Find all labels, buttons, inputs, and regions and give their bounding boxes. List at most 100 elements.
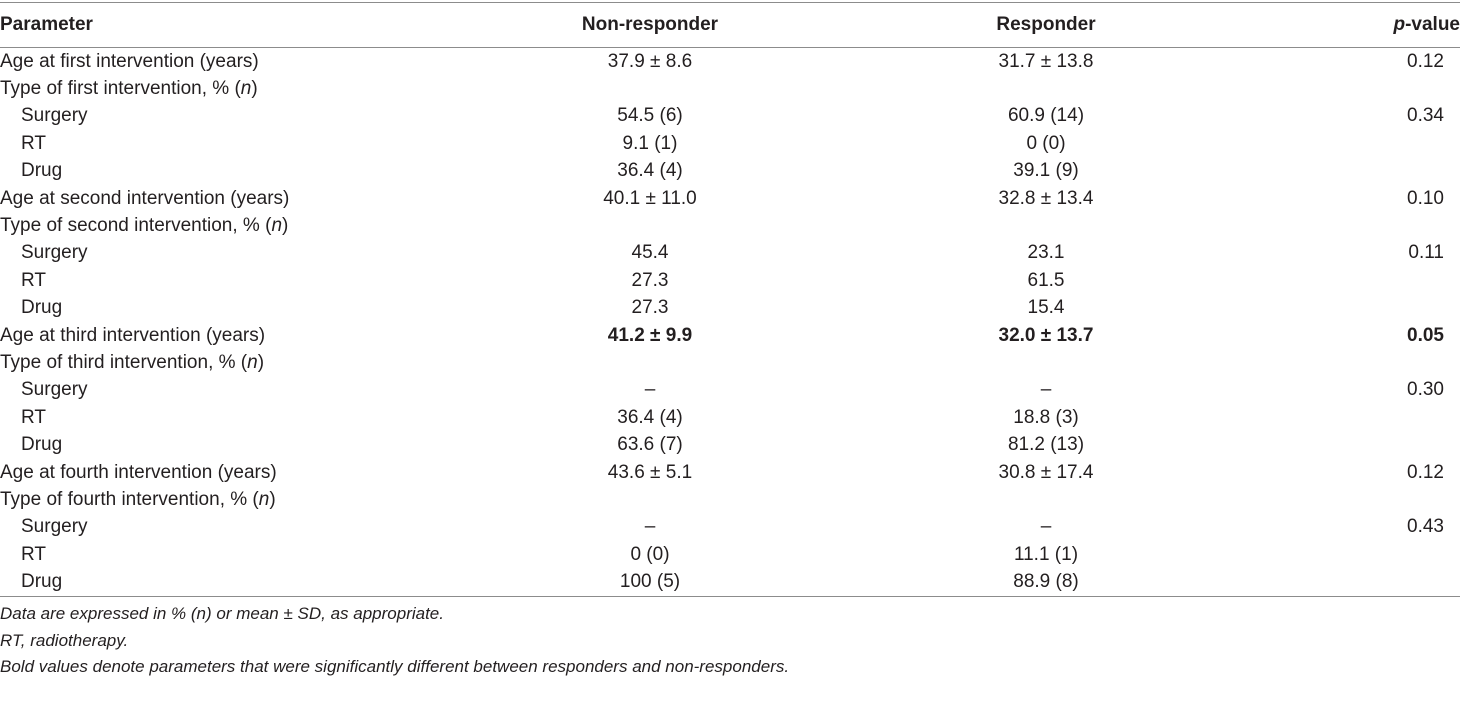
row-label: Drug	[21, 160, 63, 182]
row-parameter: Type of third intervention, % (n)	[0, 352, 440, 374]
row-non-responder: 43.6 ± 5.1	[607, 461, 693, 483]
table-row: Age at second intervention (years) 40.1 ±…	[0, 185, 1460, 212]
row-label: RT	[21, 269, 46, 291]
table-body: Age at first intervention (years) 37.9 ± …	[0, 48, 1460, 596]
table-row: Surgery – – 0.43	[0, 514, 1460, 541]
row-responder: 23.1	[1027, 242, 1065, 264]
row-p-value: 0.34	[1407, 105, 1444, 127]
row-responder: 39.1 (9)	[1013, 160, 1079, 182]
row-responder: 81.2 (13)	[1007, 434, 1085, 456]
row-label: Type of second intervention, % (	[0, 215, 272, 237]
header-parameter: Parameter	[0, 14, 93, 35]
table-row: Surgery – – 0.30	[0, 377, 1460, 404]
row-non-responder: 100 (5)	[619, 571, 681, 593]
table-row: Drug 63.6 (7) 81.2 (13)	[0, 431, 1460, 458]
table-row: Surgery 45.4 23.1 0.11	[0, 240, 1460, 267]
row-responder: 61.5	[1027, 269, 1065, 291]
row-label-n: n	[247, 351, 258, 373]
row-label-n: n	[240, 78, 252, 100]
row-non-responder: 36.4 (4)	[617, 406, 683, 428]
row-non-responder: 41.2 ± 9.9	[607, 324, 693, 346]
row-responder: 31.7 ± 13.8	[998, 50, 1094, 72]
row-responder: 88.9 (8)	[1013, 571, 1079, 593]
row-label: Surgery	[21, 516, 88, 538]
row-parameter: Surgery	[0, 242, 440, 264]
row-parameter: Age at first intervention (years)	[0, 51, 440, 73]
row-non-responder: 0 (0)	[630, 543, 670, 565]
table-row: Age at first intervention (years) 37.9 ± …	[0, 48, 1460, 75]
footnote: Bold values denote parameters that were …	[0, 657, 790, 677]
table-row: Drug 36.4 (4) 39.1 (9)	[0, 158, 1460, 185]
row-label: Surgery	[21, 379, 88, 401]
row-label-n: n	[258, 488, 270, 510]
row-label-close: )	[282, 215, 289, 237]
row-responder: 32.8 ± 13.4	[998, 187, 1094, 209]
row-label-close: )	[251, 78, 258, 100]
row-label: Type of third intervention, % (	[0, 351, 248, 373]
row-responder: 11.1 (1)	[1013, 543, 1079, 565]
table-row: Type of second intervention, % (n)	[0, 212, 1460, 239]
row-responder: 15.4	[1027, 297, 1065, 319]
row-non-responder: 37.9 ± 8.6	[607, 50, 693, 72]
table-row: Type of first intervention, % (n)	[0, 75, 1460, 102]
row-label: Type of first intervention, % (	[0, 78, 241, 100]
data-table: Parameter Non-responder Responder p-valu…	[0, 2, 1460, 681]
row-label: Drug	[21, 571, 63, 593]
row-parameter: Drug	[0, 297, 440, 319]
row-responder: 60.9 (14)	[1007, 105, 1085, 127]
row-label: Age at third intervention (years)	[0, 324, 266, 346]
row-parameter: Drug	[0, 160, 440, 182]
row-p-value: 0.11	[1408, 242, 1444, 264]
row-parameter: Type of second intervention, % (n)	[0, 215, 440, 237]
row-parameter: Age at fourth intervention (years)	[0, 462, 440, 484]
row-label: Type of fourth intervention, % (	[0, 488, 259, 510]
table-row: Type of fourth intervention, % (n)	[0, 486, 1460, 513]
row-parameter: Surgery	[0, 105, 440, 127]
row-label: Age at second intervention (years)	[0, 187, 290, 209]
row-label: RT	[21, 543, 46, 565]
header-p-rest: -value	[1405, 14, 1460, 35]
row-label: Drug	[21, 297, 63, 319]
top-rule	[0, 2, 1460, 3]
row-non-responder: 63.6 (7)	[617, 434, 683, 456]
row-responder: 18.8 (3)	[1013, 406, 1079, 428]
row-responder: 32.0 ± 13.7	[998, 324, 1094, 346]
header-rule	[0, 47, 1460, 48]
row-p-value: 0.05	[1407, 324, 1444, 346]
row-parameter: RT	[0, 407, 440, 429]
row-label: Age at first intervention (years)	[0, 50, 259, 72]
header-p-italic: p	[1393, 14, 1406, 35]
table-row: RT 9.1 (1) 0 (0)	[0, 130, 1460, 157]
row-responder: –	[1040, 379, 1052, 401]
footnote: Data are expressed in % (n) or mean ± SD…	[0, 603, 444, 623]
table-footnotes: Data are expressed in % (n) or mean ± SD…	[0, 597, 1460, 681]
table-row: Age at third intervention (years) 41.2 ± …	[0, 322, 1460, 349]
row-label: Surgery	[21, 105, 88, 127]
row-label-n: n	[271, 215, 283, 237]
table-header: Parameter Non-responder Responder p-valu…	[0, 3, 1460, 47]
row-parameter: Age at third intervention (years)	[0, 325, 440, 347]
footnote: RT, radiotherapy.	[0, 630, 129, 650]
row-non-responder: –	[644, 379, 656, 401]
row-non-responder: 27.3	[631, 297, 669, 319]
row-responder: –	[1040, 516, 1052, 538]
row-label: Age at fourth intervention (years)	[0, 461, 277, 483]
row-label-close: )	[257, 351, 265, 373]
header-non-responder: Non-responder	[581, 14, 719, 35]
row-parameter: RT	[0, 133, 440, 155]
row-non-responder: –	[644, 516, 656, 538]
row-non-responder: 40.1 ± 11.0	[603, 187, 697, 209]
header-responder: Responder	[996, 14, 1096, 35]
table-row: Drug 100 (5) 88.9 (8)	[0, 568, 1460, 595]
row-non-responder: 54.5 (6)	[617, 105, 683, 127]
row-parameter: Drug	[0, 434, 440, 456]
row-parameter: RT	[0, 270, 440, 292]
row-parameter: Drug	[0, 571, 440, 593]
row-responder: 0 (0)	[1026, 132, 1066, 154]
row-parameter: Age at second intervention (years)	[0, 188, 440, 210]
header-p-value: p-value	[1232, 14, 1460, 36]
row-parameter: Type of first intervention, % (n)	[0, 78, 440, 100]
row-p-value: 0.30	[1407, 379, 1444, 401]
row-parameter: Type of fourth intervention, % (n)	[0, 489, 440, 511]
row-label: RT	[21, 406, 46, 428]
